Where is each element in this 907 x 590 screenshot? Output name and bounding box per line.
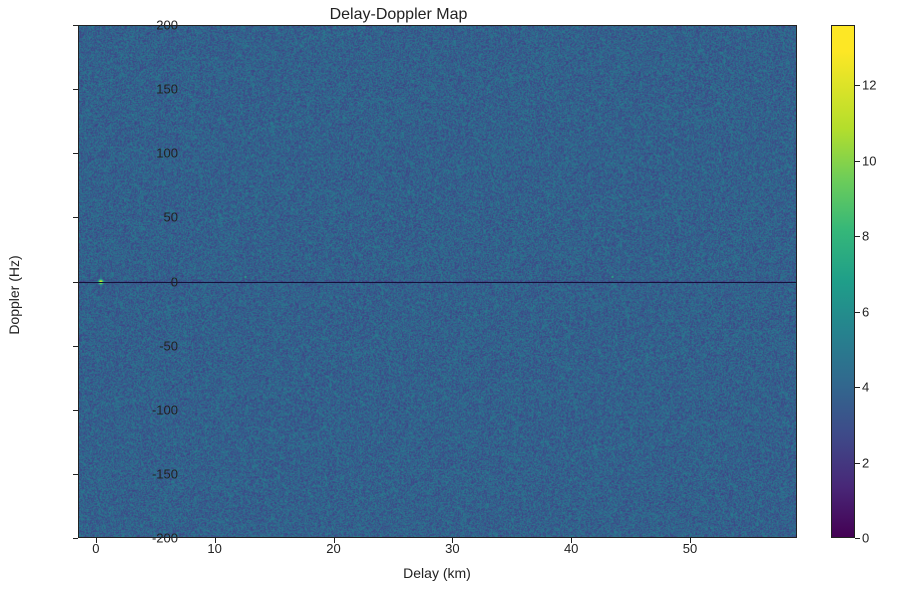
y-tick-mark [73, 217, 78, 218]
colorbar [831, 25, 855, 538]
x-axis-label: Delay (km) [387, 565, 487, 581]
colorbar-tick-label: 12 [862, 78, 876, 93]
colorbar-tick-label: 10 [862, 153, 876, 168]
chart-title: Delay-Doppler Map [0, 6, 797, 24]
y-tick-label: 50 [138, 210, 178, 225]
colorbar-tick-label: 0 [862, 531, 869, 546]
colorbar-tick-mark [855, 387, 860, 388]
y-tick-mark [73, 346, 78, 347]
y-tick-mark [73, 474, 78, 475]
y-tick-mark [73, 538, 78, 539]
colorbar-tick-label: 2 [862, 455, 869, 470]
y-tick-label: -100 [138, 402, 178, 417]
y-tick-mark [73, 282, 78, 283]
y-tick-mark [73, 410, 78, 411]
x-tick-label: 30 [437, 541, 467, 556]
colorbar-tick-label: 8 [862, 229, 869, 244]
colorbar-tick-mark [855, 463, 860, 464]
heatmap-plot-area [78, 25, 797, 538]
y-tick-label: 150 [138, 82, 178, 97]
colorbar-tick-mark [855, 538, 860, 539]
x-tick-label: 0 [81, 541, 111, 556]
colorbar-tick-mark [855, 161, 860, 162]
y-tick-label: 200 [138, 18, 178, 33]
y-tick-label: -200 [138, 531, 178, 546]
colorbar-tick-label: 6 [862, 304, 869, 319]
y-axis-label: Doppler (Hz) [6, 255, 22, 334]
colorbar-tick-mark [855, 312, 860, 313]
x-tick-label: 50 [675, 541, 705, 556]
heatmap-canvas [79, 26, 796, 537]
y-tick-mark [73, 25, 78, 26]
x-tick-label: 10 [200, 541, 230, 556]
colorbar-tick-label: 4 [862, 380, 869, 395]
y-tick-label: -150 [138, 466, 178, 481]
y-tick-label: -50 [138, 338, 178, 353]
colorbar-tick-mark [855, 85, 860, 86]
colorbar-tick-mark [855, 236, 860, 237]
y-tick-label: 100 [138, 146, 178, 161]
x-tick-label: 40 [556, 541, 586, 556]
delay-doppler-figure: Delay-Doppler Map Doppler (Hz) Delay (km… [0, 0, 907, 590]
y-tick-label: 0 [138, 274, 178, 289]
y-tick-mark [73, 153, 78, 154]
x-tick-label: 20 [319, 541, 349, 556]
y-tick-mark [73, 89, 78, 90]
